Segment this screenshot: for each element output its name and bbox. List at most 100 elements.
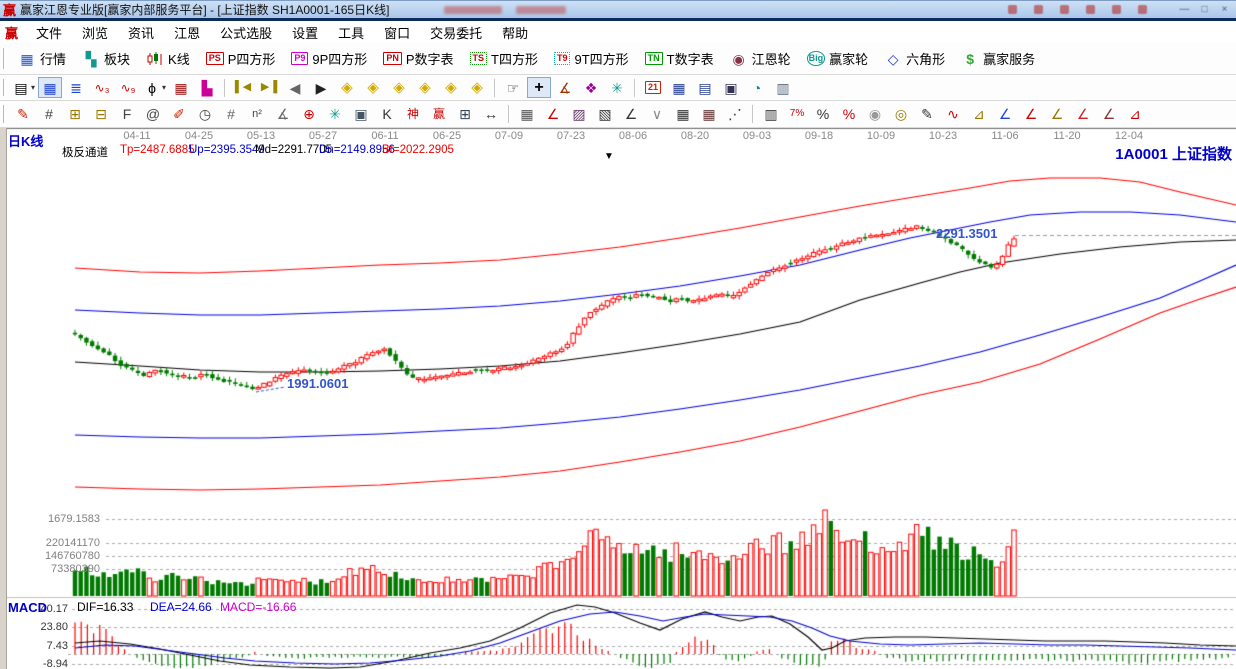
chart-canvas[interactable]	[0, 128, 1236, 669]
single-candle-button[interactable]: ϕ ▾	[142, 77, 167, 98]
menu-item-7[interactable]: 工具	[338, 25, 365, 41]
box-fan-button[interactable]: ▨	[567, 104, 591, 125]
gold-grid-2-button[interactable]: ⊟	[89, 104, 113, 125]
save-button[interactable]: ▣	[719, 77, 743, 98]
p-number-table-button[interactable]: PN P数字表	[375, 46, 461, 72]
menu-item-4[interactable]: 江恩	[174, 25, 201, 41]
toolbar-grip[interactable]	[3, 104, 6, 124]
f-grid-button[interactable]: F	[115, 104, 139, 125]
notepad-button[interactable]: ▤	[693, 77, 717, 98]
crosshair-tool-button[interactable]: +	[527, 77, 552, 98]
menu-item-6[interactable]: 设置	[292, 25, 319, 41]
square-spiral-button[interactable]: ▣	[349, 104, 373, 125]
spiral-9-button[interactable]: @	[141, 104, 165, 125]
expand-diamond-button[interactable]: ◈	[439, 77, 463, 98]
menu-item-3[interactable]: 资讯	[128, 25, 155, 41]
gold-grid-1-button[interactable]: ⊞	[63, 104, 87, 125]
protractor-2-button[interactable]: ∡	[271, 104, 295, 125]
calendar-21-button[interactable]: 21	[641, 77, 665, 98]
pen-black-button[interactable]: ✎	[915, 104, 939, 125]
step-scale-button[interactable]: ▥	[759, 104, 783, 125]
chart-layout-button[interactable]: ▦	[38, 77, 63, 98]
percent-button[interactable]: %	[811, 104, 835, 125]
menu-item-10[interactable]: 帮助	[502, 25, 529, 41]
p-square-button[interactable]: PS P四方形	[198, 46, 284, 72]
left-panel-splitter[interactable]	[0, 128, 7, 669]
protractor-tool-button[interactable]: ∡	[553, 77, 577, 98]
pen-red-button[interactable]: ✎	[11, 104, 35, 125]
9p-square-button[interactable]: P9 9P四方形	[283, 46, 375, 72]
expand-all-diamond-button[interactable]: ◈	[465, 77, 489, 98]
minimize-button[interactable]: —	[1179, 4, 1190, 15]
menu-item-9[interactable]: 交易委托	[430, 25, 483, 41]
compress-diamond-button[interactable]: ◈	[413, 77, 437, 98]
dense-grid-2-button[interactable]: ▦	[697, 104, 721, 125]
kline-button[interactable]: K线	[138, 46, 198, 72]
printer-button[interactable]: ▥	[771, 77, 795, 98]
t-number-table-button[interactable]: TN T数字表	[637, 46, 722, 72]
menu-item-5[interactable]: 公式选股	[220, 25, 273, 41]
nav-last-button[interactable]: ▶▐	[257, 77, 281, 98]
n-square-button[interactable]: n²	[245, 104, 269, 125]
maximize-button[interactable]: □	[1201, 4, 1208, 15]
gann-tool-teal-button[interactable]: ✳	[605, 77, 629, 98]
angle-si-button[interactable]: ⊿	[1123, 104, 1147, 125]
winner-service-button[interactable]: $ 赢家服务	[953, 46, 1043, 72]
wave-3-button[interactable]: ∿₃	[90, 77, 114, 98]
quotes-button[interactable]: ▦ 行情	[10, 46, 74, 72]
sectors-button[interactable]: ▚ 板块	[74, 46, 138, 72]
gann-wheel-button[interactable]: ◉ 江恩轮	[722, 46, 799, 72]
box-tool-button[interactable]: ▦	[515, 104, 539, 125]
wave-av-button[interactable]: ∿	[941, 104, 965, 125]
v-wave-button[interactable]: ∨	[645, 104, 669, 125]
dense-grid-1-button[interactable]: ▦	[671, 104, 695, 125]
grid-2-button[interactable]: #	[219, 104, 243, 125]
menu-item-2[interactable]: 浏览	[82, 25, 109, 41]
winner-wheel-button[interactable]: Big 赢家轮	[799, 46, 877, 72]
angle-j-button[interactable]: ∠	[993, 104, 1017, 125]
shen-tool-button[interactable]: 神	[401, 104, 425, 125]
ying-tool-button[interactable]: 赢	[427, 104, 451, 125]
9t-square-button[interactable]: T9 9T四方形	[546, 46, 637, 72]
period-selector-button[interactable]: ▤ ▾	[11, 77, 36, 98]
angle-f-button[interactable]: ∠	[1019, 104, 1043, 125]
calculator-button[interactable]: ▦	[667, 77, 691, 98]
box-lines-button[interactable]: ▧	[593, 104, 617, 125]
grid-123-button[interactable]: ⊞	[453, 104, 477, 125]
star-teal-button[interactable]: ✳	[323, 104, 347, 125]
toolbar-grip[interactable]	[3, 78, 6, 97]
fan-red-button[interactable]: ∠	[541, 104, 565, 125]
grid-tool-button[interactable]: #	[37, 104, 61, 125]
angle-gold-button[interactable]: ∠	[1045, 104, 1069, 125]
percent-7-button[interactable]: 7%	[785, 104, 809, 125]
info-panel-button[interactable]: ≣	[64, 77, 88, 98]
arrow-lr-diamond-button[interactable]: ◈	[387, 77, 411, 98]
menu-item-1[interactable]: 文件	[36, 25, 63, 41]
arrow-right-diamond-button[interactable]: ◈	[361, 77, 385, 98]
width-arrows-button[interactable]: ↔	[479, 104, 503, 125]
wave-9-button[interactable]: ∿₉	[116, 77, 140, 98]
circle-cross-button[interactable]: ⊕	[297, 104, 321, 125]
nav-first-button[interactable]: ▌◀	[231, 77, 255, 98]
rocket-button[interactable]: ✐	[167, 104, 191, 125]
nav-prev-button[interactable]: ◀	[283, 77, 307, 98]
arrow-left-diamond-button[interactable]: ◈	[335, 77, 359, 98]
k-tool-button[interactable]: K	[375, 104, 399, 125]
close-button[interactable]: ×	[1221, 4, 1228, 15]
percent-line-button[interactable]: %	[837, 104, 861, 125]
menu-item-8[interactable]: 窗口	[384, 25, 411, 41]
angle-ying-button[interactable]: ∠	[1097, 104, 1121, 125]
gann-tool-purple-button[interactable]: ❖	[579, 77, 603, 98]
time-clock-button[interactable]: ◷	[193, 104, 217, 125]
net-red-button[interactable]: ▦	[169, 77, 193, 98]
world-clock-button[interactable]: ◔	[745, 77, 769, 98]
hand-tool-button[interactable]: ☞	[501, 77, 525, 98]
gold-delta-button[interactable]: ⊿	[967, 104, 991, 125]
slant-lines-button[interactable]: ⋰	[723, 104, 747, 125]
gold-line-button[interactable]: ◎	[889, 104, 913, 125]
nav-next-button[interactable]: ▶	[309, 77, 333, 98]
hexagon-button[interactable]: ◇ 六角形	[876, 46, 953, 72]
gold-circle-button[interactable]: ◉	[863, 104, 887, 125]
angle-shen-button[interactable]: ∠	[1071, 104, 1095, 125]
angle-lines-button[interactable]: ∠	[619, 104, 643, 125]
